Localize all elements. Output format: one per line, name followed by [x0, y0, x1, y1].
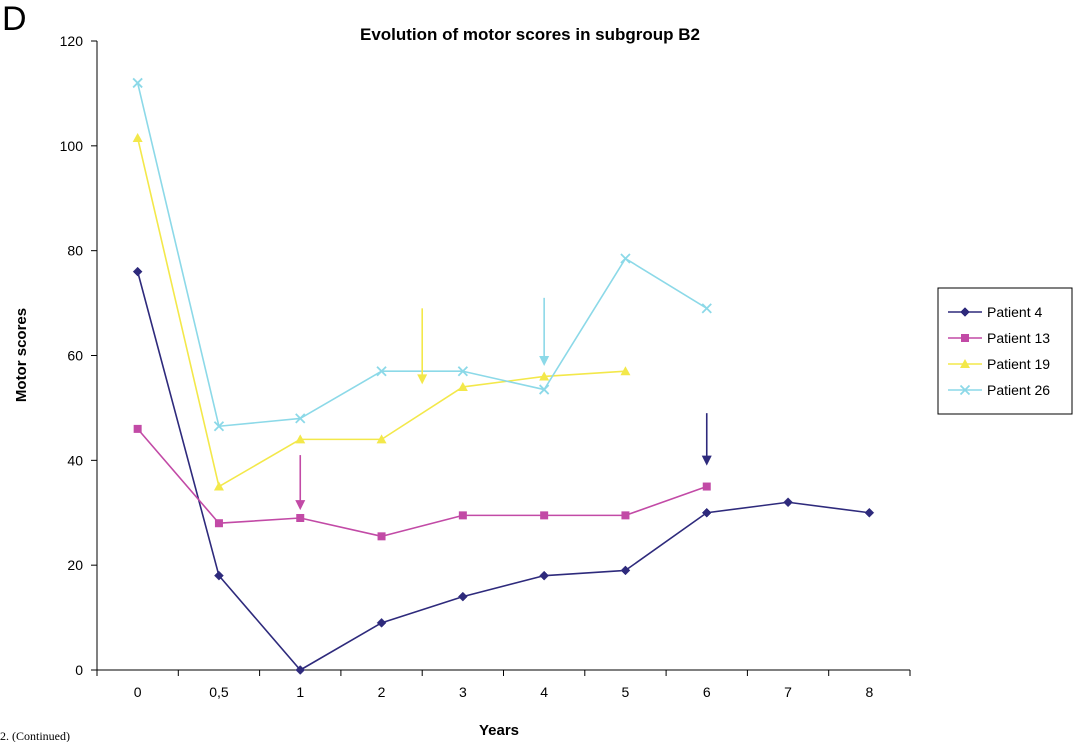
data-point-patient-26 [620, 253, 631, 264]
data-point-patient-13 [540, 511, 549, 520]
data-point-patient-26 [213, 421, 225, 432]
data-point-patient-4 [620, 565, 631, 576]
data-point-patient-4 [783, 497, 793, 508]
x-tick-label: 5 [622, 684, 630, 700]
data-point-patient-13 [621, 511, 630, 520]
data-point-patient-13 [377, 532, 386, 541]
y-axis-label: Motor scores [13, 308, 30, 402]
y-tick-label: 80 [67, 243, 83, 259]
arrow-head-patient-13 [295, 500, 306, 511]
arrow-head-patient-4 [701, 455, 712, 466]
data-point-patient-13 [296, 513, 305, 522]
legend-marker-patient-19 [960, 359, 970, 368]
data-point-patient-4 [539, 570, 550, 581]
data-point-patient-19 [457, 381, 468, 391]
legend-marker-patient-13 [961, 334, 969, 342]
data-point-patient-13 [702, 482, 711, 491]
data-point-patient-4 [864, 507, 875, 518]
data-point-patient-26 [539, 384, 550, 395]
legend-label-patient-4: Patient 4 [987, 304, 1042, 320]
data-point-patient-19 [295, 434, 306, 444]
data-point-patient-13 [458, 511, 467, 520]
data-point-patient-13 [133, 424, 142, 433]
panel-letter: D [2, 0, 27, 38]
series-line-patient-19 [136, 137, 626, 488]
y-tick-label: 20 [67, 557, 83, 573]
series-line-patient-13 [137, 428, 708, 538]
chart-title: Evolution of motor scores in subgroup B2 [360, 25, 700, 44]
plot-area: 0 20 40 60 80 100 120 0 0,5 1 2 3 4 5 6 7 8 [60, 33, 911, 700]
data-point-patient-26 [295, 413, 306, 424]
x-tick-label: 2 [378, 684, 386, 700]
data-point-patient-4 [295, 665, 306, 675]
legend-label-patient-13: Patient 13 [987, 330, 1050, 346]
data-point-patient-19 [620, 366, 631, 376]
data-point-patient-4 [376, 617, 387, 628]
legend-label-patient-26: Patient 26 [987, 382, 1050, 398]
figure-caption: 2. (Continued) [0, 729, 70, 742]
data-point-patient-26 [701, 303, 712, 314]
y-tick-label: 40 [67, 452, 83, 468]
x-tick-label: 8 [865, 684, 873, 700]
data-point-patient-19 [539, 371, 550, 381]
legend-box [937, 287, 1073, 415]
y-tick-label: 60 [67, 348, 83, 364]
data-point-patient-19 [213, 481, 224, 491]
data-point-patient-13 [214, 519, 223, 528]
y-tick-label: 120 [60, 33, 84, 49]
y-tick-label: 100 [60, 138, 84, 154]
legend-marker-patient-26 [959, 384, 971, 396]
data-point-patient-4 [457, 591, 468, 602]
x-tick-label: 0 [134, 684, 142, 700]
data-point-patient-4 [132, 266, 143, 277]
x-tick-label: 3 [459, 684, 467, 700]
data-point-patient-26 [376, 366, 387, 377]
data-point-patient-26 [132, 77, 143, 89]
arrow-head-patient-26 [539, 355, 550, 366]
x-tick-label: 1 [296, 684, 304, 700]
data-point-patient-19 [132, 132, 143, 142]
data-point-patient-26 [457, 366, 468, 377]
x-tick-label: 6 [703, 684, 711, 700]
y-tick-label: 0 [75, 662, 83, 678]
x-tick-label: 0,5 [209, 684, 229, 700]
legend-marker-patient-4 [960, 307, 970, 317]
arrow-head-patient-19 [417, 374, 428, 385]
x-tick-label: 4 [540, 684, 548, 700]
legend-label-patient-19: Patient 19 [987, 356, 1050, 372]
x-tick-label: 7 [784, 684, 792, 700]
x-axis-label: Years [479, 722, 519, 739]
data-point-patient-19 [376, 434, 387, 444]
data-point-patient-4 [701, 507, 712, 518]
legend: Patient 4 Patient 13 Patient 19 Patient 26 [937, 287, 1073, 415]
series-line-patient-4 [136, 271, 870, 671]
data-point-patient-4 [214, 570, 224, 581]
